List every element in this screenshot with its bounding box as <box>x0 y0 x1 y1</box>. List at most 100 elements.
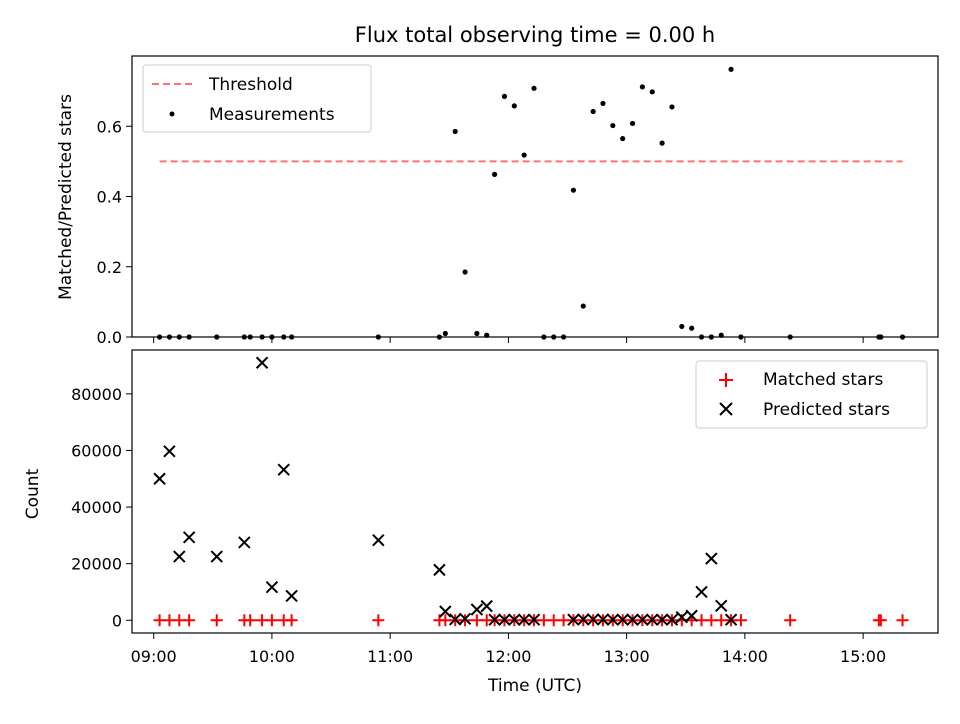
predicted-star-point <box>448 613 462 626</box>
predicted-star-point <box>567 613 580 626</box>
measurement-point <box>590 108 596 115</box>
predicted-star-point <box>655 613 669 626</box>
measurement-point <box>659 140 665 146</box>
predicted-star-point <box>715 599 728 613</box>
bottom-plot: Count Time (UTC) 0 20000 40000 60000 80000 0… <box>23 349 939 696</box>
bottom-ytick-label: 0 <box>112 611 122 630</box>
measurement-point <box>474 330 480 337</box>
bottom-x-ticks: 09:00 10:00 11:00 12:00 13:00 14:00 15:00 <box>131 633 886 666</box>
predicted-star-point <box>498 613 511 626</box>
measurement-point <box>531 85 537 91</box>
bottom-xtick-label: 13:00 <box>604 647 650 666</box>
legend-measurements-label: Measurements <box>209 105 335 125</box>
predicted-star-point <box>182 531 196 544</box>
top-legend: Threshold Measurements <box>142 64 372 133</box>
predicted-star-point <box>277 463 290 476</box>
measurement-point <box>442 330 448 337</box>
matched-star-point <box>210 614 223 627</box>
bottom-ytick-label: 80000 <box>71 385 122 404</box>
matched-star-point <box>372 614 385 627</box>
measurement-point <box>639 84 646 90</box>
legend-measurements-swatch <box>169 111 175 117</box>
predicted-star-point <box>577 613 590 626</box>
predicted-star-point <box>508 613 521 626</box>
bottom-y-ticks: 0 20000 40000 60000 80000 <box>71 385 132 630</box>
predicted-star-point <box>173 550 186 563</box>
matched-star-point <box>183 614 196 627</box>
bottom-xtick-label: 14:00 <box>722 647 768 666</box>
matched-star-point <box>896 614 909 627</box>
top-y-ticks: 0.0 0.2 0.4 0.6 <box>97 117 132 347</box>
predicted-star-point <box>596 613 610 626</box>
bottom-ytick-label: 60000 <box>71 441 122 460</box>
measurement-point <box>511 103 517 109</box>
predicted-star-point <box>470 603 484 616</box>
bottom-plot-marks <box>153 356 909 627</box>
matched-star-point <box>459 614 472 627</box>
bottom-ylabel: Count <box>23 468 43 519</box>
predicted-star-point <box>616 613 629 626</box>
predicted-star-point <box>636 613 649 626</box>
top-plot: Matched/Predicted stars 0.0 0.2 0.4 0.6 Thr… <box>56 55 939 347</box>
predicted-star-point <box>488 613 501 626</box>
predicted-star-point <box>439 605 452 618</box>
top-legend-box <box>142 64 372 133</box>
legend-matched-swatch <box>719 373 733 387</box>
measurement-point <box>492 171 498 177</box>
measurement-point <box>452 128 458 135</box>
measurement-point <box>728 66 734 72</box>
bottom-xtick-label: 10:00 <box>249 647 295 666</box>
bottom-xtick-label: 11:00 <box>367 647 413 666</box>
predicted-star-point <box>646 613 659 626</box>
predicted-star-point <box>265 580 279 594</box>
measurement-point <box>580 303 586 309</box>
bottom-legend-box <box>695 360 928 429</box>
predicted-star-point <box>695 585 708 599</box>
measurement-point <box>521 152 527 158</box>
bottom-ytick-label: 20000 <box>71 555 122 574</box>
predicted-star-point <box>163 445 176 458</box>
predicted-star-point <box>665 613 679 626</box>
top-ytick-label: 0.2 <box>97 258 122 277</box>
predicted-star-point <box>433 563 446 577</box>
predicted-star-point <box>517 613 531 626</box>
predicted-star-point <box>626 613 639 626</box>
matched-star-point <box>784 614 797 627</box>
matched-star-point <box>874 614 887 627</box>
legend-matched-label: Matched stars <box>763 370 883 390</box>
predicted-star-point <box>480 599 493 613</box>
chart-title: Flux total observing time = 0.00 h <box>355 23 715 47</box>
top-ytick-label: 0.4 <box>97 188 122 207</box>
bottom-plot-frame <box>131 349 939 634</box>
predicted-star-point <box>238 536 251 549</box>
top-ytick-label: 0.6 <box>97 117 122 136</box>
bottom-xtick-label: 09:00 <box>131 647 177 666</box>
predicted-star-point <box>724 613 738 626</box>
predicted-star-point <box>458 612 472 626</box>
predicted-star-point <box>685 609 698 622</box>
matched-star-point <box>265 614 278 627</box>
measurement-point <box>570 187 577 193</box>
measurement-point <box>501 93 508 99</box>
predicted-star-point <box>210 550 223 563</box>
top-ytick-label: 0.0 <box>97 328 122 347</box>
matched-star-point <box>285 614 298 627</box>
predicted-star-point <box>153 472 166 485</box>
measurement-point <box>649 89 655 95</box>
measurement-point <box>629 120 636 127</box>
measurement-point <box>679 323 685 330</box>
legend-threshold-label: Threshold <box>208 75 293 95</box>
predicted-star-point <box>675 610 689 624</box>
top-plot-marks <box>156 66 906 340</box>
predicted-star-point <box>285 589 298 603</box>
measurement-point <box>600 100 606 107</box>
measurement-point <box>610 122 616 129</box>
measurement-point <box>462 269 468 275</box>
predicted-star-point <box>586 613 600 626</box>
measurement-point <box>669 104 675 110</box>
bottom-xtick-label: 12:00 <box>485 647 531 666</box>
top-x-ticks <box>153 337 864 343</box>
bottom-xlabel: Time (UTC) <box>487 676 582 696</box>
bottom-xtick-label: 15:00 <box>840 647 886 666</box>
